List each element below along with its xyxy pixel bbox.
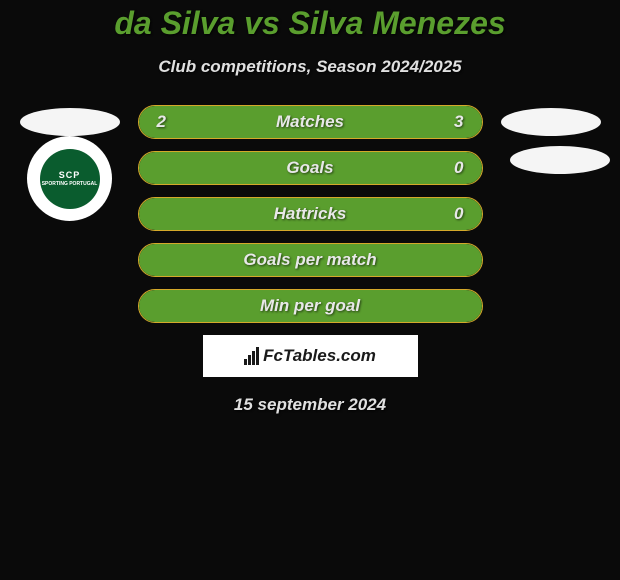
player-ellipse-left: [20, 108, 120, 136]
brand-chart-icon: [244, 347, 259, 365]
stat-bar-matches: 2 Matches 3: [138, 105, 483, 139]
brand-logo: FcTables.com: [244, 346, 376, 366]
left-ellipse-slot: [20, 108, 120, 136]
player-ellipse-right-2: [510, 146, 610, 174]
club-badge-column: SCP SPORTING PORTUGAL: [20, 136, 130, 221]
brand-box: FcTables.com: [203, 335, 418, 377]
stat-label: Goals per match: [139, 250, 482, 270]
main-container: da Silva vs Silva Menezes Club competiti…: [0, 0, 620, 415]
brand-text: FcTables.com: [263, 346, 376, 366]
stat-row-matches: 2 Matches 3: [0, 105, 620, 139]
player-ellipse-right: [501, 108, 601, 136]
stat-value-right: 3: [454, 112, 463, 132]
stats-column: Goals 0 Hattricks 0 Goals per match Min …: [138, 151, 483, 323]
stat-bar-goals-per-match: Goals per match: [138, 243, 483, 277]
date-text: 15 september 2024: [0, 395, 620, 415]
page-title: da Silva vs Silva Menezes: [0, 5, 620, 42]
stat-value-right: 0: [454, 204, 463, 224]
stat-bar-hattricks: Hattricks 0: [138, 197, 483, 231]
club-badge-text-top: SCP: [59, 170, 81, 180]
stat-label: Hattricks: [139, 204, 482, 224]
subtitle: Club competitions, Season 2024/2025: [0, 57, 620, 77]
stat-label: Min per goal: [139, 296, 482, 316]
right-ellipse-column: [510, 146, 610, 174]
stat-bar-goals: Goals 0: [138, 151, 483, 185]
stat-bar-min-per-goal: Min per goal: [138, 289, 483, 323]
stats-section: SCP SPORTING PORTUGAL Goals 0 Hattricks …: [0, 151, 620, 323]
right-ellipse-slot: [501, 108, 601, 136]
stat-label: Matches: [139, 112, 482, 132]
club-badge: SCP SPORTING PORTUGAL: [27, 136, 112, 221]
club-badge-inner: SCP SPORTING PORTUGAL: [40, 149, 100, 209]
stat-value-right: 0: [454, 158, 463, 178]
club-badge-text-bottom: SPORTING PORTUGAL: [42, 182, 98, 187]
stat-label: Goals: [139, 158, 482, 178]
